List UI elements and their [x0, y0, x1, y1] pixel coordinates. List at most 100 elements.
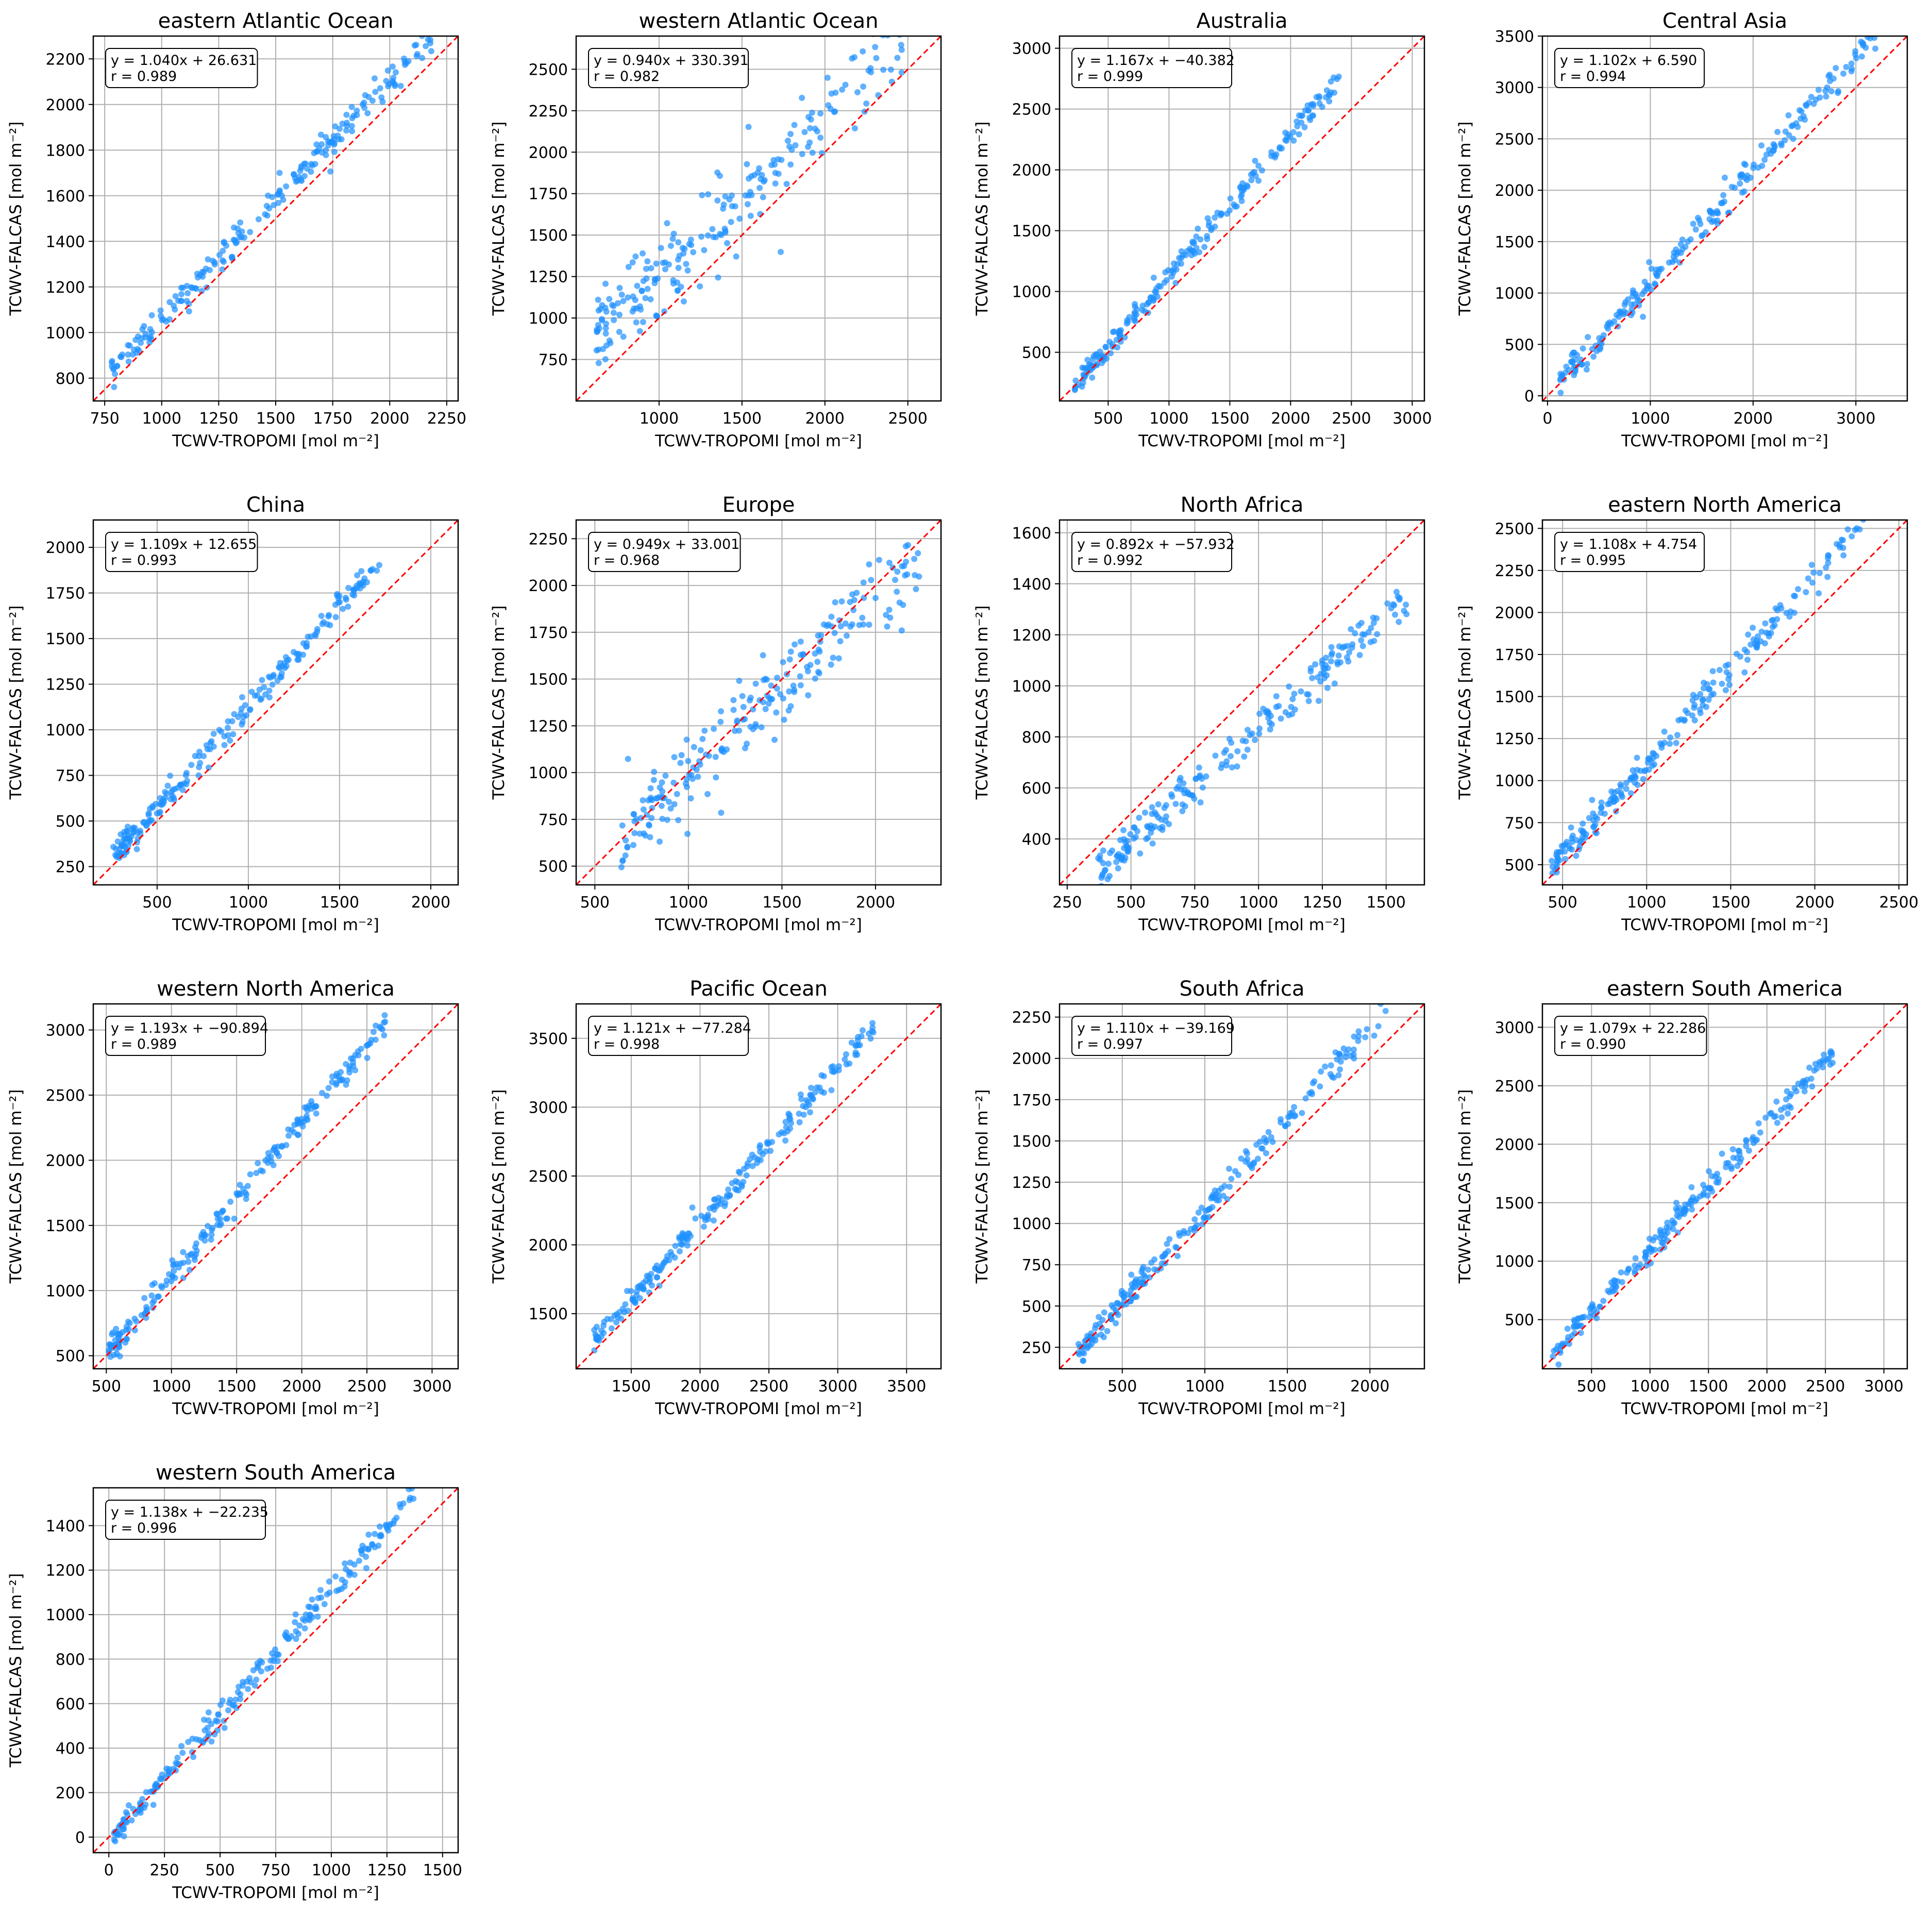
data-point	[1117, 335, 1123, 342]
data-point	[1649, 762, 1656, 769]
data-point	[170, 786, 176, 793]
data-point	[305, 633, 311, 640]
data-point	[1613, 1283, 1620, 1290]
data-point	[1227, 1183, 1233, 1190]
data-point	[1191, 795, 1198, 802]
data-point	[618, 864, 625, 870]
data-point	[787, 1116, 794, 1122]
y-tick-label: 1000	[1495, 773, 1534, 791]
data-point	[332, 614, 339, 620]
data-point	[1304, 102, 1311, 109]
data-point	[313, 1605, 320, 1612]
data-point	[699, 192, 705, 198]
data-point	[1722, 687, 1729, 694]
data-point	[213, 1211, 220, 1217]
data-point	[189, 1749, 195, 1755]
data-point	[229, 718, 236, 725]
data-point	[178, 781, 184, 788]
data-point	[1744, 172, 1751, 179]
data-point	[1700, 696, 1706, 703]
data-point	[1677, 241, 1684, 248]
scatter-panel: 500 1000 1500 20002505007501000125015001750…	[7, 493, 459, 934]
data-point	[425, 36, 431, 43]
data-point	[193, 286, 199, 292]
data-point	[767, 1148, 774, 1154]
y-axis-label: TCWV-FALCAS [mol m⁻²]	[973, 606, 992, 800]
data-point	[855, 1042, 862, 1048]
data-point	[1700, 685, 1707, 692]
data-point	[269, 681, 276, 688]
data-point	[1573, 852, 1580, 859]
data-point	[1244, 1150, 1250, 1157]
data-point	[768, 162, 775, 169]
x-tick-label: 750	[90, 410, 119, 428]
data-point	[1736, 1148, 1742, 1154]
data-point	[618, 291, 625, 298]
data-point	[428, 48, 434, 55]
data-point	[1761, 640, 1768, 647]
data-point	[741, 1166, 747, 1172]
data-point	[640, 1284, 646, 1290]
data-point	[660, 260, 666, 266]
data-point	[854, 1034, 861, 1040]
data-point	[115, 1331, 121, 1337]
data-point	[254, 1665, 261, 1671]
data-point	[680, 298, 687, 305]
data-point	[363, 1043, 370, 1049]
data-point	[661, 795, 668, 801]
data-point	[1359, 643, 1366, 649]
data-point	[1272, 154, 1279, 161]
data-point	[217, 1702, 224, 1708]
data-point	[757, 1142, 763, 1149]
x-tick-label: 2000	[411, 894, 450, 912]
data-point	[413, 53, 420, 59]
data-point	[331, 141, 338, 148]
data-point	[148, 312, 155, 318]
data-point	[721, 225, 728, 232]
data-point	[389, 78, 396, 85]
axes-frame	[1059, 519, 1425, 886]
data-point	[720, 205, 727, 212]
data-point	[1690, 221, 1696, 227]
data-point	[1802, 116, 1808, 123]
data-point	[809, 109, 815, 116]
data-point	[1253, 1141, 1260, 1148]
data-point	[1148, 822, 1154, 829]
data-point	[1762, 620, 1769, 627]
data-point	[1634, 782, 1641, 788]
data-point	[658, 802, 665, 809]
data-point	[1396, 595, 1403, 601]
data-point	[1252, 736, 1258, 743]
data-point	[1654, 272, 1660, 279]
data-point	[1099, 1317, 1106, 1323]
data-point	[1795, 586, 1801, 593]
data-point	[1342, 1054, 1349, 1061]
correlation-value: r = 0.968	[594, 552, 660, 568]
data-point	[1598, 799, 1605, 806]
data-point	[1375, 1023, 1382, 1030]
data-point	[814, 659, 821, 665]
data-point	[843, 1061, 850, 1068]
data-point	[884, 623, 891, 630]
data-point	[1234, 763, 1240, 770]
data-point	[1115, 1300, 1121, 1306]
data-point	[1337, 1066, 1343, 1073]
data-point	[185, 1739, 192, 1745]
data-point	[595, 307, 602, 314]
data-point	[1840, 552, 1847, 559]
identity-line	[93, 36, 458, 401]
data-point	[150, 1802, 157, 1808]
data-point	[1075, 1349, 1082, 1356]
data-point	[1298, 120, 1305, 126]
data-point	[298, 164, 305, 171]
data-point	[1370, 619, 1377, 626]
data-point	[1706, 1168, 1712, 1174]
data-point	[781, 716, 787, 723]
x-axis-label: TCWV-TROPOMI [mol m⁻²]	[172, 1884, 379, 1902]
data-point	[1256, 711, 1263, 717]
identity-line	[1060, 36, 1424, 401]
data-point	[643, 1278, 649, 1284]
data-point	[735, 1187, 742, 1194]
correlation-value: r = 0.982	[594, 69, 660, 85]
